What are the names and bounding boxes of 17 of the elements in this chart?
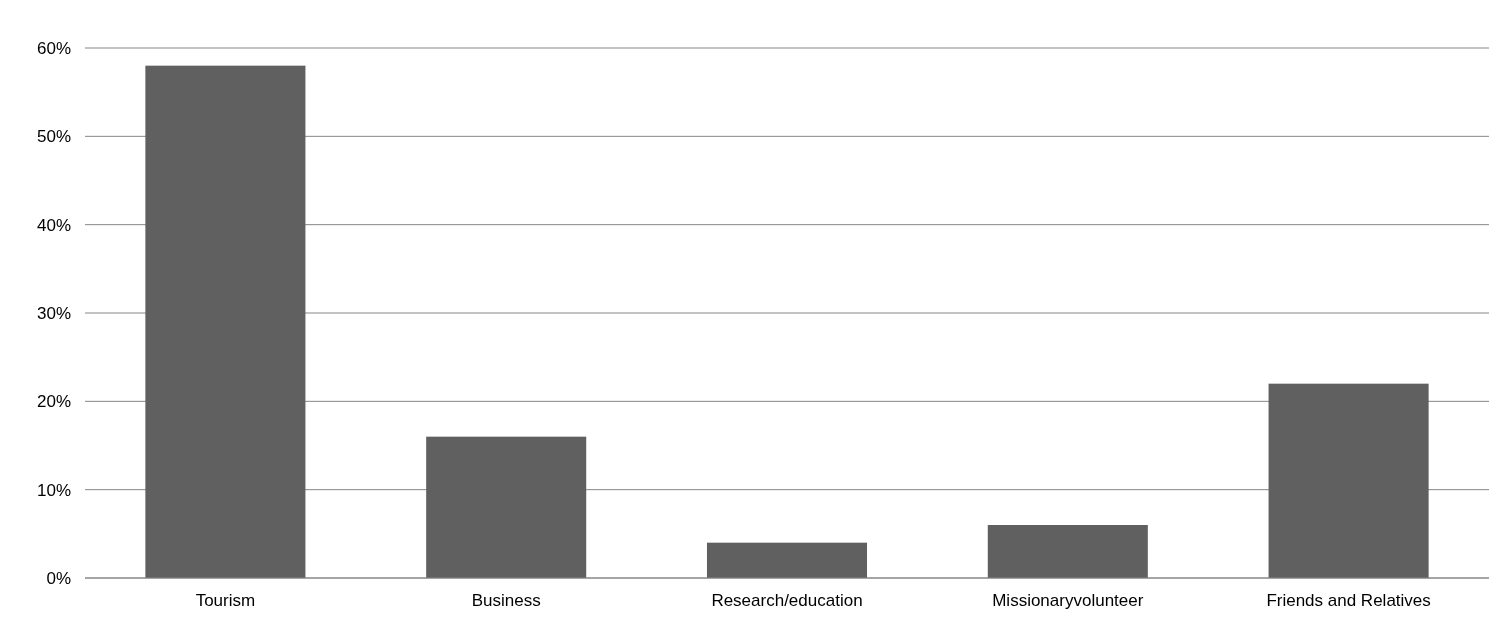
y-tick-label: 10% [36, 480, 71, 500]
y-tick-label: 50% [36, 127, 71, 147]
y-tick-label: 40% [36, 215, 71, 235]
bar [1268, 383, 1429, 578]
bar [706, 542, 868, 578]
x-tick-label: Friends and Relatives [1266, 591, 1431, 610]
bar [987, 525, 1148, 578]
x-tick-label: Research/education [711, 591, 863, 610]
y-tick-label: 0% [46, 568, 71, 588]
x-tick-label: Missionaryvolunteer [992, 591, 1144, 610]
x-tick-label: Business [471, 591, 541, 610]
y-tick-label: 20% [36, 392, 71, 412]
bar [145, 65, 306, 578]
x-tick-label: Tourism [195, 591, 256, 610]
bar [426, 436, 587, 578]
y-tick-label: 60% [36, 38, 71, 58]
y-tick-label: 30% [36, 303, 71, 323]
